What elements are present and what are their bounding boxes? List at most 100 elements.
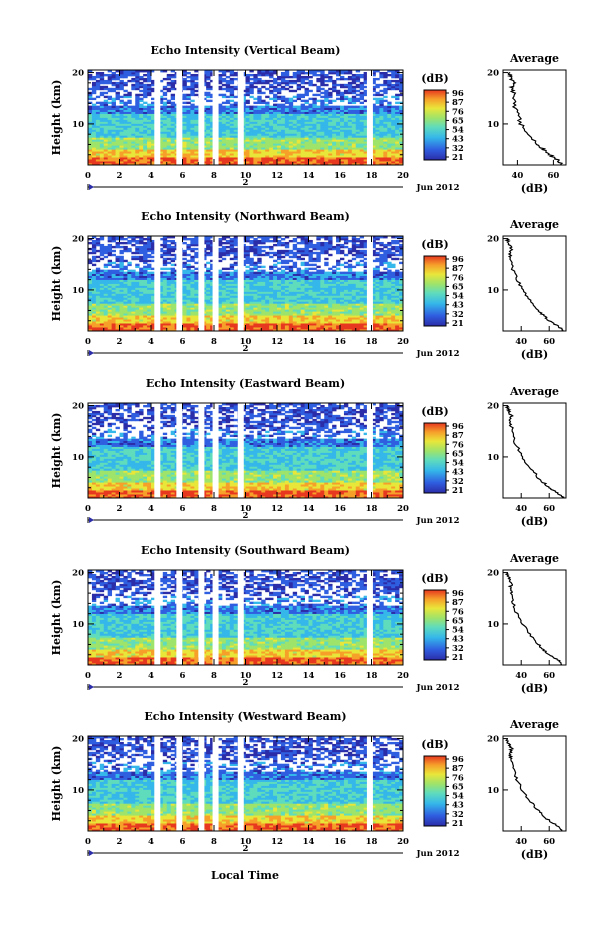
y-tick-label: 10 bbox=[72, 120, 84, 130]
y-tick-label: 20 bbox=[72, 69, 84, 79]
heatmap-cell bbox=[194, 90, 198, 92]
heatmap-cell bbox=[88, 74, 92, 76]
heatmap-cell bbox=[277, 88, 281, 90]
heatmap-cell bbox=[320, 88, 324, 90]
heatmap-cell bbox=[316, 100, 320, 102]
heatmap-cell bbox=[293, 80, 297, 82]
heatmap-cell bbox=[253, 74, 257, 76]
heatmap-cell bbox=[218, 86, 222, 88]
heatmap-cell bbox=[108, 88, 112, 90]
x-tick-label: 8 bbox=[211, 171, 217, 181]
heatmap-cell bbox=[167, 88, 171, 90]
heatmap-cell bbox=[336, 84, 340, 86]
heatmap-cell bbox=[348, 76, 352, 78]
heatmap-cell bbox=[328, 92, 332, 94]
heatmap-cell bbox=[123, 94, 127, 96]
heatmap-cell bbox=[289, 98, 293, 100]
heatmap-cell bbox=[305, 88, 309, 90]
heatmap-cell bbox=[375, 84, 379, 86]
heatmap-cell bbox=[131, 106, 135, 108]
heatmap-cell bbox=[332, 100, 336, 102]
heatmap-cell bbox=[328, 106, 332, 108]
month-label: Jun 2012 bbox=[416, 183, 460, 193]
heatmap-cell bbox=[167, 74, 171, 76]
data-gap bbox=[154, 70, 160, 165]
heatmap-cell bbox=[96, 102, 100, 104]
heatmap-cell bbox=[92, 98, 96, 100]
heatmap-cell bbox=[293, 72, 297, 74]
average-y-tick-label: 10 bbox=[487, 120, 499, 130]
heatmap-cell bbox=[261, 106, 265, 108]
heatmap-cell bbox=[92, 82, 96, 84]
heatmap-cell bbox=[246, 106, 250, 108]
heatmap-cell bbox=[309, 104, 313, 106]
heatmap-cell bbox=[112, 72, 116, 74]
heatmap-cell bbox=[281, 96, 285, 98]
heatmap-cell bbox=[309, 98, 313, 100]
x-tick-label: 0 bbox=[85, 171, 91, 181]
heatmap-cell bbox=[123, 102, 127, 104]
heatmap-cell bbox=[375, 92, 379, 94]
heatmap-cell bbox=[139, 82, 143, 84]
x-tick-label: 14 bbox=[303, 171, 315, 181]
heatmap-cell bbox=[352, 74, 356, 76]
heatmap-cell bbox=[218, 74, 222, 76]
heatmap-cell bbox=[104, 100, 108, 102]
heatmap-cell bbox=[340, 106, 344, 108]
heatmap-cell bbox=[312, 94, 316, 96]
data-gap bbox=[198, 70, 204, 165]
heatmap-cell bbox=[143, 102, 147, 104]
heatmap-cell bbox=[167, 82, 171, 84]
heatmap-cell bbox=[257, 96, 261, 98]
heatmap-cell bbox=[379, 90, 383, 92]
heatmap-cell bbox=[234, 96, 238, 98]
heatmap-cell bbox=[336, 98, 340, 100]
heatmap-cell bbox=[100, 72, 104, 74]
heatmap-cell bbox=[316, 78, 320, 80]
heatmap-cell bbox=[120, 100, 124, 102]
heatmap-cell bbox=[320, 96, 324, 98]
heatmap-cell bbox=[328, 88, 332, 90]
heatmap-cell bbox=[383, 88, 387, 90]
heatmap-cell bbox=[301, 100, 305, 102]
heatmap-cell bbox=[383, 100, 387, 102]
heatmap-cell bbox=[222, 94, 226, 96]
heatmap-cell bbox=[328, 100, 332, 102]
heatmap-cell bbox=[320, 92, 324, 94]
heatmap-cell bbox=[289, 76, 293, 78]
heatmap-cell bbox=[352, 86, 356, 88]
heatmap-cell bbox=[253, 106, 257, 108]
heatmap-cell bbox=[123, 82, 127, 84]
heatmap-cell bbox=[309, 90, 313, 92]
heatmap-cell bbox=[301, 94, 305, 96]
heatmap-cell bbox=[139, 90, 143, 92]
heatmap-cell bbox=[277, 76, 281, 78]
heatmap-cell bbox=[356, 90, 360, 92]
heatmap-cell bbox=[273, 94, 277, 96]
heatmap-cell bbox=[194, 82, 198, 84]
x-tick-label: 12 bbox=[271, 171, 283, 181]
x-tick-label: 2 bbox=[117, 171, 123, 181]
heatmap-cell bbox=[234, 72, 238, 74]
heatmap-cell bbox=[289, 80, 293, 82]
heatmap-cell bbox=[143, 84, 147, 86]
heatmap-cell bbox=[163, 86, 167, 88]
heatmap-cell bbox=[324, 84, 328, 86]
heatmap-cell bbox=[249, 96, 253, 98]
heatmap-cell bbox=[104, 86, 108, 88]
heatmap-cell bbox=[139, 94, 143, 96]
x-tick-label: 6 bbox=[180, 171, 186, 181]
heatmap-cell bbox=[316, 74, 320, 76]
heatmap-cell bbox=[234, 78, 238, 80]
heatmap-cell bbox=[261, 80, 265, 82]
heatmap-cell bbox=[186, 102, 190, 104]
average-frame bbox=[503, 70, 566, 165]
heatmap-cell bbox=[324, 90, 328, 92]
heatmap-cell bbox=[265, 96, 269, 98]
heatmap-cell bbox=[100, 102, 104, 104]
heatmap-cell bbox=[360, 82, 364, 84]
heatmap-cell bbox=[96, 96, 100, 98]
y-axis-label: Height (km) bbox=[50, 80, 63, 156]
heatmap-cell bbox=[139, 104, 143, 106]
heatmap-cell bbox=[186, 76, 190, 78]
